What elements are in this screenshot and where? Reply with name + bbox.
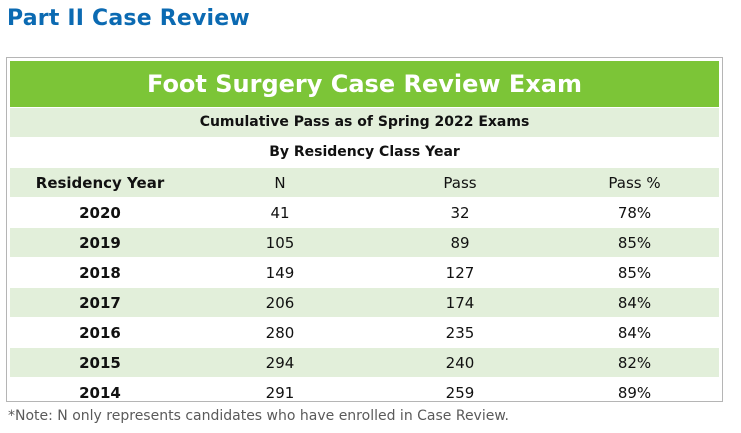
- year-cell: 2020: [10, 197, 190, 228]
- pass-percent-cell: 85%: [550, 227, 719, 258]
- n-cell: 206: [190, 287, 370, 318]
- exam-results-table-frame: Foot Surgery Case Review Exam Cumulative…: [6, 57, 723, 402]
- n-cell: 41: [190, 197, 370, 228]
- pass-percent-cell: 84%: [550, 317, 719, 348]
- table-byline: By Residency Class Year: [10, 138, 719, 167]
- pass-percent-cell: 84%: [550, 287, 719, 318]
- header-row: Residency Year N Pass Pass %: [10, 168, 719, 198]
- pass-cell: 174: [370, 287, 550, 318]
- pass-cell: 89: [370, 227, 550, 258]
- footnote: *Note: N only represents candidates who …: [8, 408, 509, 424]
- year-cell: 2017: [10, 287, 190, 318]
- year-cell: 2018: [10, 257, 190, 288]
- pass-cell: 127: [370, 257, 550, 288]
- header-pass-percent: Pass %: [550, 168, 719, 198]
- table-row: 2019 105 89 85%: [10, 227, 719, 258]
- pass-cell: 259: [370, 377, 550, 401]
- n-cell: 294: [190, 347, 370, 378]
- pass-percent-cell: 78%: [550, 197, 719, 228]
- n-cell: 280: [190, 317, 370, 348]
- n-cell: 291: [190, 377, 370, 401]
- table-row: 2018 149 127 85%: [10, 257, 719, 288]
- n-cell: 105: [190, 227, 370, 258]
- year-cell: 2014: [10, 377, 190, 401]
- header-n: N: [190, 168, 370, 198]
- table-row: 2016 280 235 84%: [10, 317, 719, 348]
- pass-percent-cell: 85%: [550, 257, 719, 288]
- pass-percent-cell: 82%: [550, 347, 719, 378]
- header-residency-year: Residency Year: [10, 168, 190, 198]
- table-title: Foot Surgery Case Review Exam: [10, 61, 719, 107]
- year-cell: 2019: [10, 227, 190, 258]
- section-heading: Part II Case Review: [7, 6, 250, 31]
- year-cell: 2016: [10, 317, 190, 348]
- table-row: 2014 291 259 89%: [10, 377, 719, 401]
- pass-cell: 32: [370, 197, 550, 228]
- table-row: 2015 294 240 82%: [10, 347, 719, 378]
- results-table: Residency Year N Pass Pass % 2020 41 32 …: [10, 168, 719, 401]
- table-row: 2020 41 32 78%: [10, 197, 719, 228]
- pass-cell: 240: [370, 347, 550, 378]
- year-cell: 2015: [10, 347, 190, 378]
- pass-cell: 235: [370, 317, 550, 348]
- table-row: 2017 206 174 84%: [10, 287, 719, 318]
- header-pass: Pass: [370, 168, 550, 198]
- table-subtitle: Cumulative Pass as of Spring 2022 Exams: [10, 108, 719, 137]
- pass-percent-cell: 89%: [550, 377, 719, 401]
- n-cell: 149: [190, 257, 370, 288]
